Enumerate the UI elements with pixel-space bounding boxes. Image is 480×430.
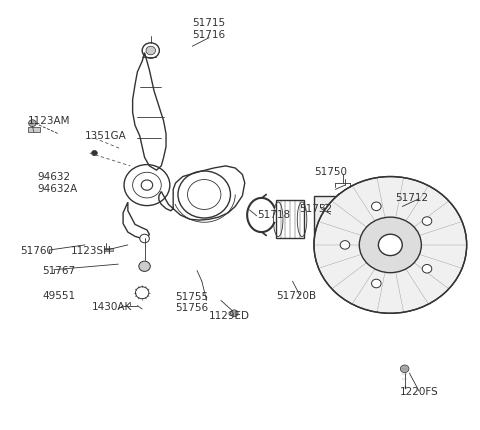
Circle shape xyxy=(92,150,97,156)
Text: 51760: 51760 xyxy=(21,246,53,256)
Text: 1129ED: 1129ED xyxy=(209,311,250,321)
Circle shape xyxy=(422,217,432,225)
Text: 1123AM: 1123AM xyxy=(28,116,70,126)
Circle shape xyxy=(140,234,149,243)
Bar xyxy=(104,248,113,251)
Circle shape xyxy=(372,279,381,288)
Circle shape xyxy=(343,237,348,242)
Circle shape xyxy=(230,310,238,316)
Bar xyxy=(314,196,340,243)
Circle shape xyxy=(146,46,156,55)
Circle shape xyxy=(372,202,381,211)
Text: 1220FS: 1220FS xyxy=(400,387,439,397)
Text: 51715
51716: 51715 51716 xyxy=(192,18,226,40)
Text: 51718: 51718 xyxy=(257,210,290,220)
Bar xyxy=(28,126,39,132)
Circle shape xyxy=(422,264,432,273)
Circle shape xyxy=(324,204,330,209)
Circle shape xyxy=(139,261,150,271)
Text: 51750: 51750 xyxy=(314,167,347,177)
Circle shape xyxy=(354,217,360,222)
Circle shape xyxy=(343,197,348,202)
Circle shape xyxy=(141,180,153,190)
Text: 94632
94632A: 94632 94632A xyxy=(37,172,77,194)
Circle shape xyxy=(340,241,350,249)
Text: 51755
51756: 51755 51756 xyxy=(176,292,209,313)
Circle shape xyxy=(400,365,409,373)
Text: 51712: 51712 xyxy=(395,193,428,203)
Bar xyxy=(276,200,304,239)
Circle shape xyxy=(324,229,330,234)
Circle shape xyxy=(314,177,467,313)
Circle shape xyxy=(29,120,36,126)
Text: 1123SH: 1123SH xyxy=(71,246,111,256)
Circle shape xyxy=(360,217,421,273)
Text: 51720B: 51720B xyxy=(276,291,316,301)
Ellipse shape xyxy=(333,194,348,245)
Circle shape xyxy=(135,287,149,299)
Text: 49551: 49551 xyxy=(42,291,75,301)
Text: 51752: 51752 xyxy=(300,203,333,214)
Text: 1351GA: 1351GA xyxy=(85,131,127,141)
Text: 51767: 51767 xyxy=(42,266,75,276)
Circle shape xyxy=(378,234,402,255)
Text: 1430AK: 1430AK xyxy=(92,302,132,312)
